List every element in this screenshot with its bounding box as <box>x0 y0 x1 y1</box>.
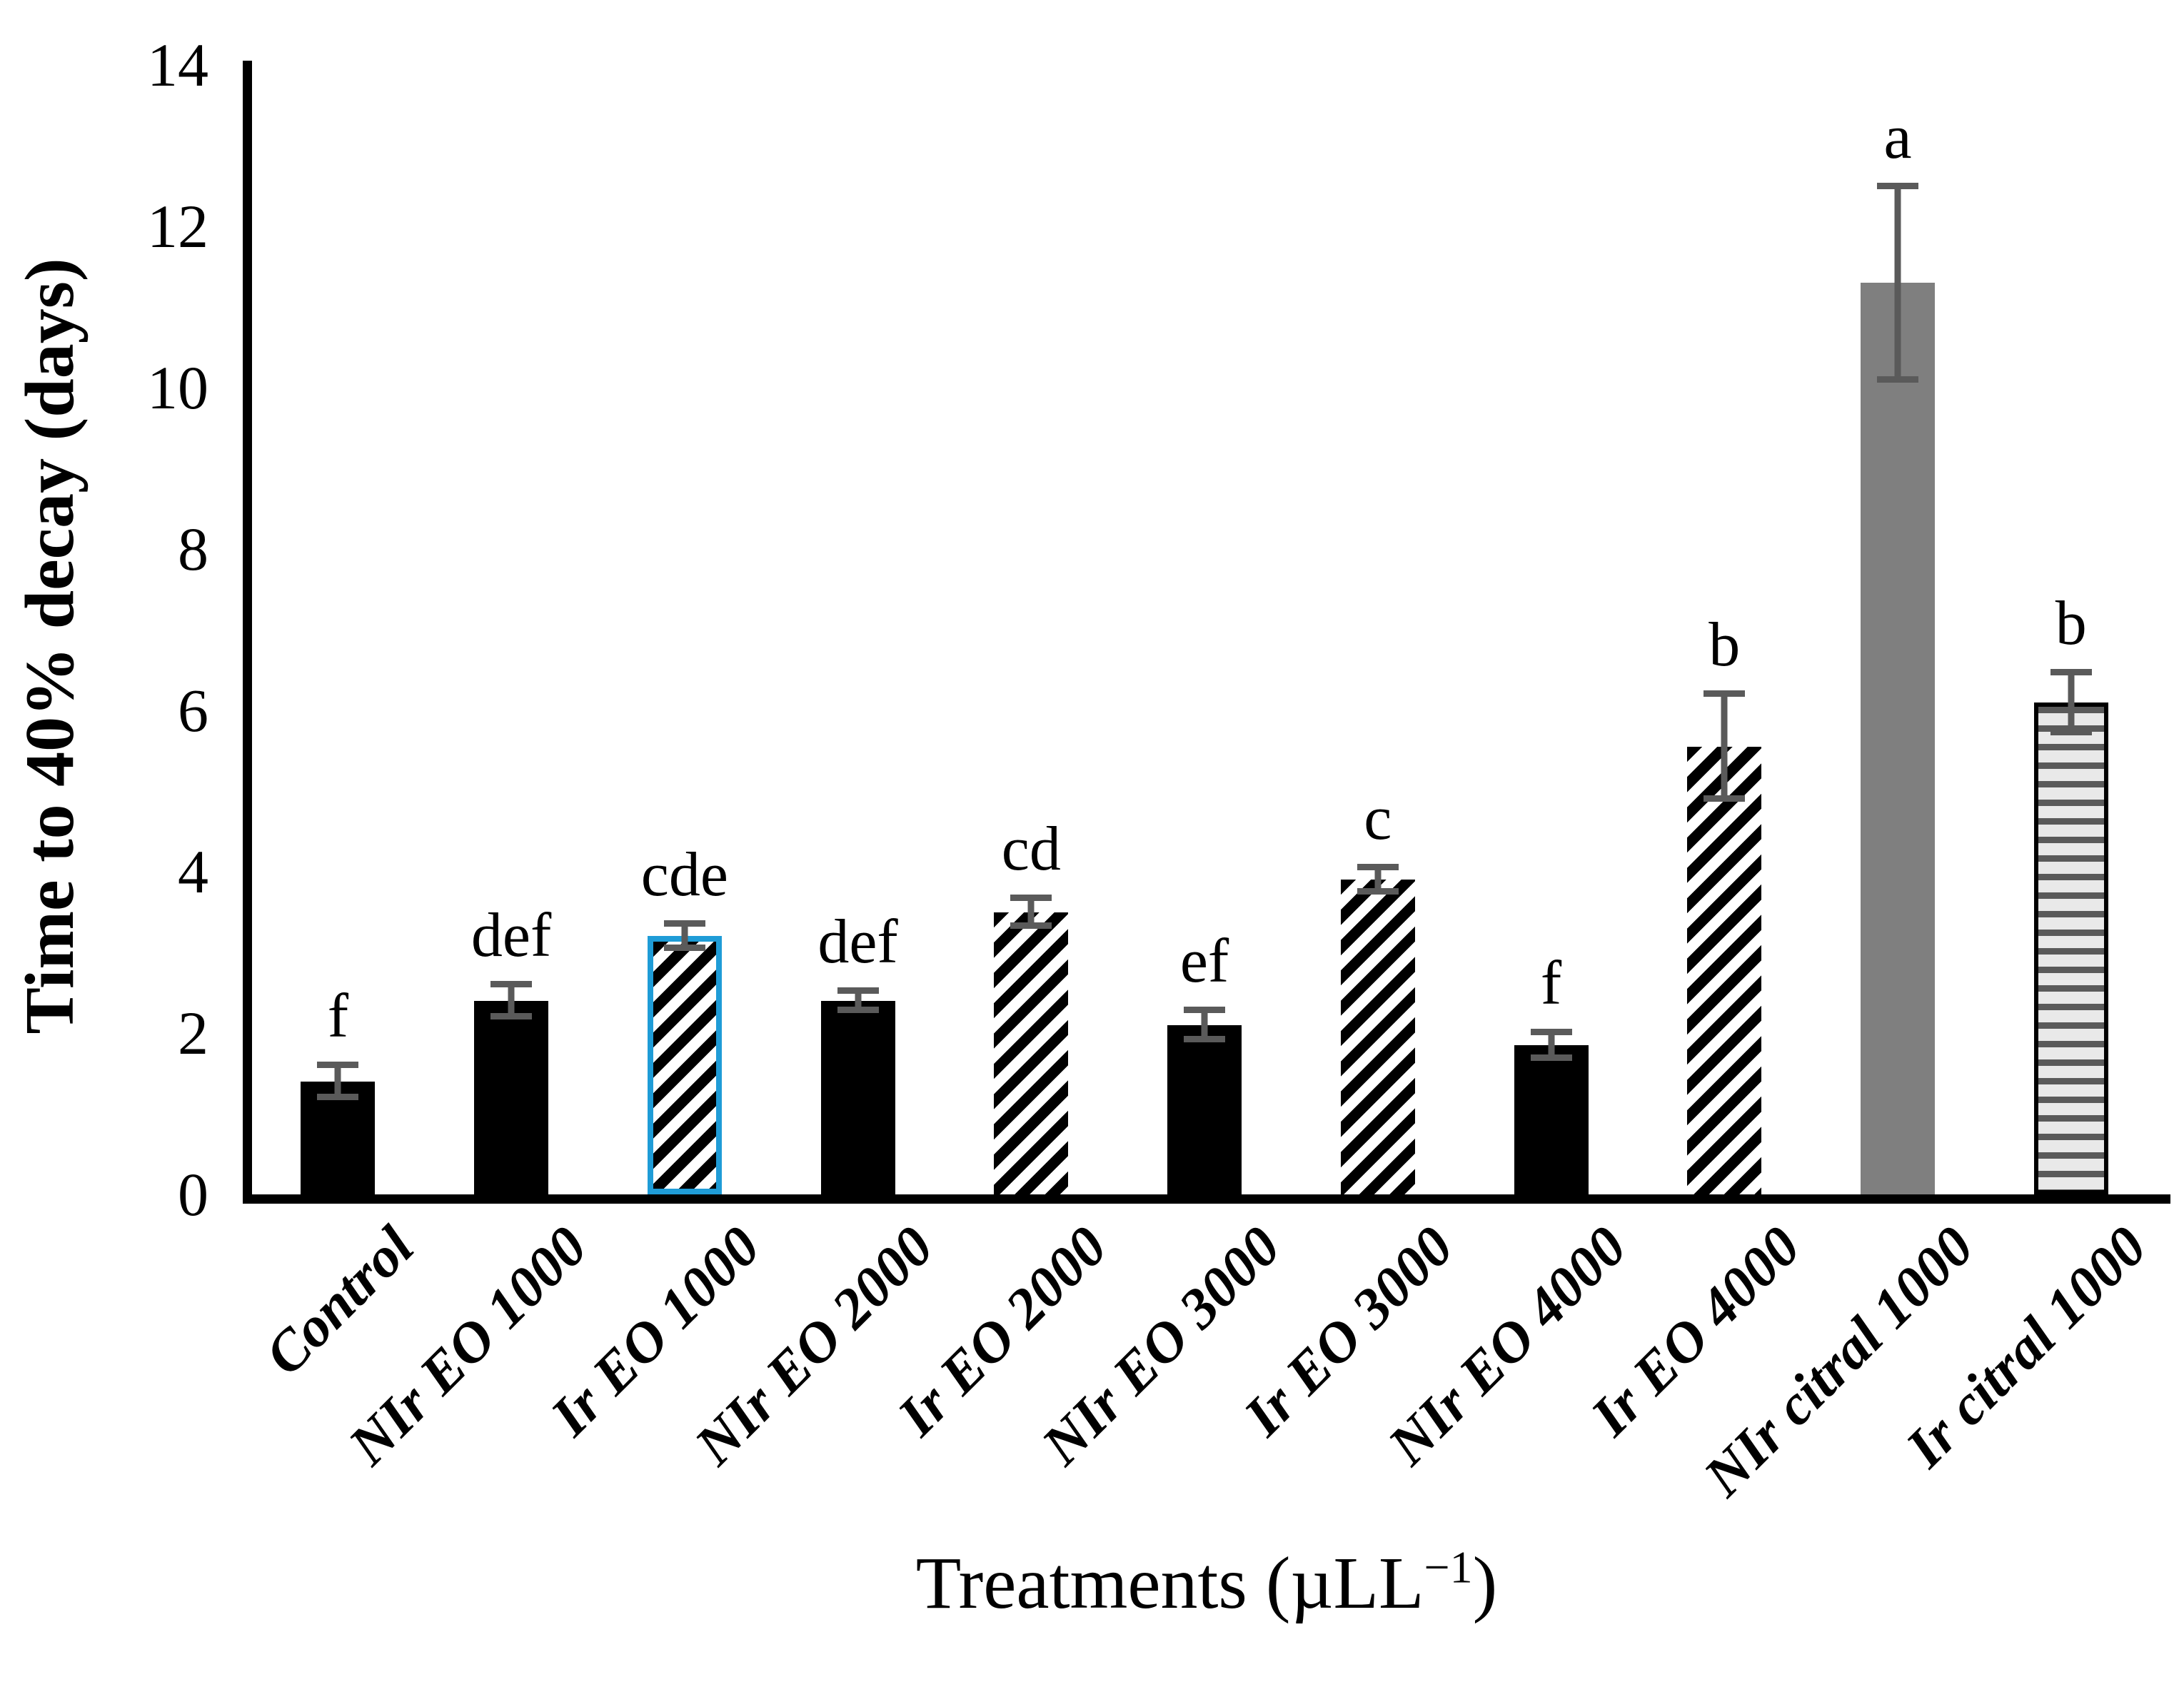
bar-nir-eo-2000 <box>820 1000 895 1194</box>
plot-area: f Control def NIr EO 1000 cde Ir EO 1000 def NI… <box>251 65 2159 1509</box>
error-bar-whisker <box>508 985 515 1017</box>
bar-slot: a NIr citral 1000 <box>1692 65 1986 1509</box>
bar-nir-citral-1000 <box>1860 283 1935 1194</box>
error-bar-cap-bottom <box>1357 888 1399 895</box>
y-tick-label: 14 <box>147 31 208 99</box>
y-tick-label: 6 <box>178 676 208 745</box>
error-bar-cap-top <box>2050 668 2092 675</box>
bar-ir-citral-1000 <box>2033 702 2108 1194</box>
error-bar-cap-top <box>1010 895 1052 902</box>
significance-letter: def <box>817 907 898 977</box>
y-tick-label: 2 <box>178 999 208 1067</box>
error-bar-cap-bottom <box>1010 922 1052 929</box>
error-bar-whisker <box>681 924 688 949</box>
bar-slot: b Ir EO 4000 <box>1579 65 1812 1448</box>
x-axis-title-suffix: ) <box>1472 1542 1498 1624</box>
error-bar-cap-top <box>837 987 879 994</box>
y-axis-line <box>243 61 252 1203</box>
significance-letter: f <box>327 982 349 1052</box>
error-bar-cap-top <box>490 981 533 988</box>
error-bar-whisker <box>1721 694 1728 800</box>
error-bar-cap-top <box>1704 690 1746 698</box>
error-bar-cap-bottom <box>663 945 705 952</box>
error-bar-cap-bottom <box>1704 795 1746 802</box>
bar-nir-eo-3000 <box>1167 1024 1242 1194</box>
error-bar-cap-top <box>1357 864 1399 871</box>
y-tick-label: 8 <box>178 515 208 583</box>
significance-letter: b <box>2055 588 2087 658</box>
error-bar-cap-bottom <box>1876 376 1918 383</box>
error-bar-cap-bottom <box>317 1094 359 1101</box>
bar-ir-eo-2000 <box>994 912 1069 1194</box>
significance-letter: f <box>1540 948 1562 1018</box>
bar-ir-eo-3000 <box>1340 880 1415 1194</box>
significance-letter: c <box>1364 784 1392 854</box>
bar-slot: f Control <box>251 65 426 1387</box>
error-bar-cap-top <box>1530 1028 1572 1035</box>
error-bar-whisker <box>1201 1010 1208 1040</box>
error-bar-whisker <box>334 1065 341 1098</box>
bar-ir-eo-1000 <box>647 936 722 1194</box>
bar-slot: cde Ir EO 1000 <box>540 65 773 1448</box>
error-bar-cap-bottom <box>837 1007 879 1014</box>
error-bar-cap-bottom <box>2050 728 2092 735</box>
y-tick-label: 0 <box>178 1160 208 1229</box>
error-bar-cap-bottom <box>1184 1036 1226 1043</box>
x-axis-title-superscript: −1 <box>1424 1541 1473 1593</box>
bar-nir-eo-4000 <box>1514 1044 1589 1194</box>
significance-letter: cd <box>1001 815 1061 885</box>
error-bar-whisker <box>1894 186 1901 380</box>
significance-letter: a <box>1883 102 1912 172</box>
bar-slot: ef NIr EO 3000 <box>1030 65 1292 1477</box>
error-bar-cap-bottom <box>490 1013 533 1020</box>
significance-letter: def <box>470 901 552 971</box>
bar-slot: def NIr EO 2000 <box>683 65 945 1477</box>
y-tick-label: 10 <box>147 353 208 422</box>
error-bar-whisker <box>1374 867 1382 892</box>
x-tick-label: Control <box>253 1214 426 1388</box>
significance-letter: cde <box>640 840 728 910</box>
y-tick-label: 4 <box>178 837 208 906</box>
error-bar-cap-top <box>663 920 705 927</box>
bar-nir-eo-1000 <box>474 1000 549 1194</box>
y-tick-label: 12 <box>147 192 208 261</box>
bar-slot: c Ir EO 3000 <box>1232 65 1465 1448</box>
significance-letter: b <box>1709 610 1741 680</box>
error-bar-whisker <box>1027 898 1035 926</box>
y-axis-ticks: 0 2 4 6 8 10 12 14 <box>0 0 208 1692</box>
error-bar-cap-top <box>317 1062 359 1069</box>
error-bar-whisker <box>1548 1032 1554 1059</box>
error-bar-whisker <box>2068 672 2075 732</box>
error-bar-cap-top <box>1876 182 1918 189</box>
error-bar-cap-top <box>1184 1007 1226 1014</box>
x-axis-title-text: Treatments (µLL <box>915 1542 1424 1624</box>
error-bar-whisker <box>855 991 862 1011</box>
bar-slot: f NIr EO 4000 <box>1377 65 1639 1476</box>
bar-slot: cd Ir EO 2000 <box>886 65 1119 1448</box>
bar-slot: def NIr EO 1000 <box>337 65 599 1477</box>
error-bar-cap-bottom <box>1530 1054 1572 1062</box>
x-axis-title: Treatments (µLL−1) <box>916 1541 1497 1626</box>
x-axis-line <box>243 1194 2170 1204</box>
bar-ir-eo-4000 <box>1687 746 1762 1194</box>
significance-letter: ef <box>1179 927 1229 997</box>
bar-slot: b Ir citral 1000 <box>1894 65 2158 1479</box>
